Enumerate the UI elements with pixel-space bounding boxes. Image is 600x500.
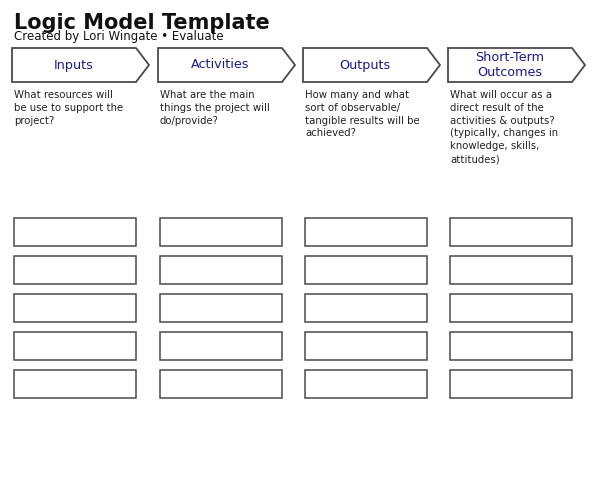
Bar	[160, 370, 282, 398]
Text: What are the main
things the project will
do/provide?: What are the main things the project wil…	[160, 90, 270, 126]
Bar	[14, 370, 136, 398]
Bar	[14, 256, 136, 284]
Text: Created by Lori Wingate • Evaluate: Created by Lori Wingate • Evaluate	[14, 30, 224, 43]
Bar	[305, 370, 427, 398]
Text: Inputs: Inputs	[54, 58, 94, 71]
Bar	[450, 332, 572, 360]
Text: Short-Term
Outcomes: Short-Term Outcomes	[476, 51, 545, 79]
Text: How many and what
sort of observable/
tangible results will be
achieved?: How many and what sort of observable/ ta…	[305, 90, 419, 138]
Bar	[450, 294, 572, 322]
Bar	[160, 256, 282, 284]
Bar	[305, 294, 427, 322]
Text: Activities: Activities	[191, 58, 249, 71]
Text: What resources will
be use to support the
project?: What resources will be use to support th…	[14, 90, 123, 126]
Bar	[14, 294, 136, 322]
Text: What will occur as a
direct result of the
activities & outputs?
(typically, chan: What will occur as a direct result of th…	[450, 90, 558, 164]
Text: Outputs: Outputs	[340, 58, 391, 71]
Bar	[305, 218, 427, 246]
Text: Logic Model Template: Logic Model Template	[14, 13, 270, 33]
Bar	[305, 332, 427, 360]
Bar	[160, 332, 282, 360]
Bar	[14, 332, 136, 360]
Bar	[450, 370, 572, 398]
Bar	[160, 294, 282, 322]
Bar	[305, 256, 427, 284]
Bar	[14, 218, 136, 246]
Bar	[450, 218, 572, 246]
Bar	[450, 256, 572, 284]
Bar	[160, 218, 282, 246]
